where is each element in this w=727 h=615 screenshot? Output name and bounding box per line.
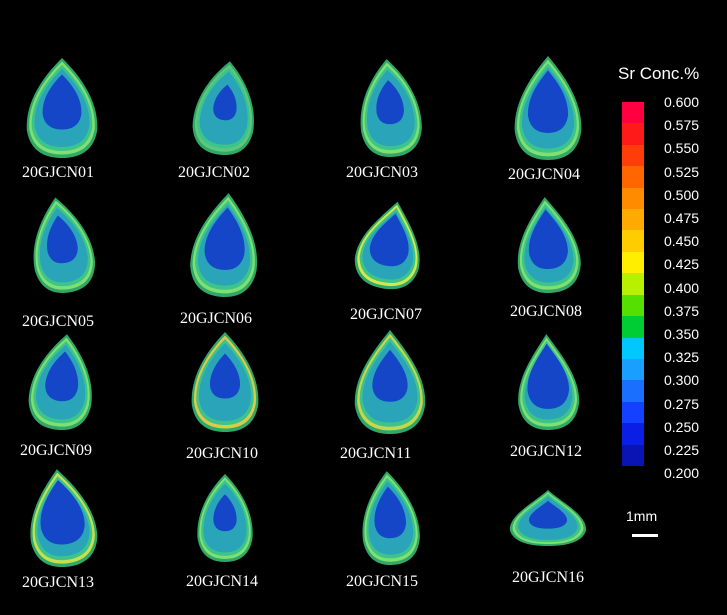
otolith-core [209, 353, 241, 399]
colorbar-tick-label: 0.550 [664, 140, 700, 157]
otolith-core [204, 207, 245, 270]
colorbar-segment [622, 209, 644, 231]
otolith-core [528, 209, 568, 270]
sample-label: 20GJCN06 [180, 310, 253, 327]
sample-label: 20GJCN15 [346, 573, 419, 590]
sample-label: 20GJCN14 [186, 573, 259, 590]
colorbar-tick-label: 0.600 [664, 94, 700, 110]
legend-title: Sr Conc.% [618, 64, 700, 83]
colorbar-segment [622, 337, 644, 360]
sample-label: 20GJCN04 [508, 166, 581, 183]
colorbar-tick-label: 0.250 [664, 418, 700, 435]
colorbar-tick-label: 0.450 [664, 233, 700, 250]
colorbar-segment [622, 123, 644, 146]
sample-label: 20GJCN10 [186, 445, 259, 462]
sample-label: 20GJCN16 [512, 569, 585, 586]
otolith-core [527, 343, 569, 409]
colorbar-segment [622, 251, 644, 274]
sample-label: 20GJCN07 [350, 306, 423, 323]
colorbar-tick-label: 0.200 [664, 465, 700, 482]
colorbar-tick-label: 0.500 [664, 186, 700, 203]
otolith-core [45, 351, 79, 402]
otolith-core [374, 486, 407, 539]
colorbar-tick-label: 0.425 [664, 256, 700, 273]
colorbar-tick-label: 0.475 [664, 210, 700, 226]
sample-label: 20GJCN13 [22, 574, 95, 591]
colorbar-tick-label: 0.275 [664, 395, 700, 412]
colorbar-segment [622, 144, 644, 167]
colorbar-segment [622, 401, 644, 424]
colorbar-segment [622, 187, 644, 210]
otolith-core [527, 70, 569, 133]
colorbar-tick-label: 0.525 [664, 163, 700, 180]
otolith-core [40, 479, 85, 545]
colorbar-tick-label: 0.375 [664, 302, 700, 319]
colorbar-segment [622, 294, 644, 317]
otolith-core [369, 213, 409, 267]
sample-label: 20GJCN02 [178, 164, 251, 181]
colorbar-tick-label: 0.300 [664, 372, 700, 389]
scale-bar [632, 534, 658, 537]
otolith-core [42, 74, 82, 130]
colorbar-segment [622, 316, 644, 339]
colorbar-segment [622, 358, 644, 381]
sample-label: 20GJCN09 [20, 442, 93, 459]
otolith-core [213, 494, 237, 532]
colorbar-segment [622, 230, 644, 253]
otolith-core [213, 84, 237, 121]
colorbar-tick-label: 0.400 [664, 279, 700, 296]
otolith-core [47, 215, 78, 264]
sample-label: 20GJCN01 [22, 164, 95, 181]
sample-label: 20GJCN12 [510, 443, 583, 460]
otolith-core [372, 349, 408, 402]
colorbar-segment [622, 102, 644, 124]
colorbar-tick-label: 0.225 [664, 442, 700, 458]
sample-label: 20GJCN05 [22, 313, 95, 330]
colorbar [622, 102, 644, 467]
colorbar-tick-label: 0.575 [664, 117, 700, 134]
colorbar-tick-label: 0.350 [664, 326, 700, 342]
colorbar-segment [622, 273, 644, 296]
colorbar-segment [622, 444, 644, 467]
colorbar-segment [622, 380, 644, 403]
sample-label: 20GJCN08 [510, 303, 583, 320]
otolith-core [376, 80, 404, 125]
colorbar-tick-label: 0.325 [664, 349, 700, 366]
otolith-core [528, 500, 568, 529]
colorbar-segment [622, 423, 644, 446]
sample-label: 20GJCN11 [340, 445, 412, 462]
scale-bar-label: 1mm [626, 508, 658, 524]
colorbar-segment [622, 166, 644, 189]
sample-label: 20GJCN03 [346, 164, 419, 181]
